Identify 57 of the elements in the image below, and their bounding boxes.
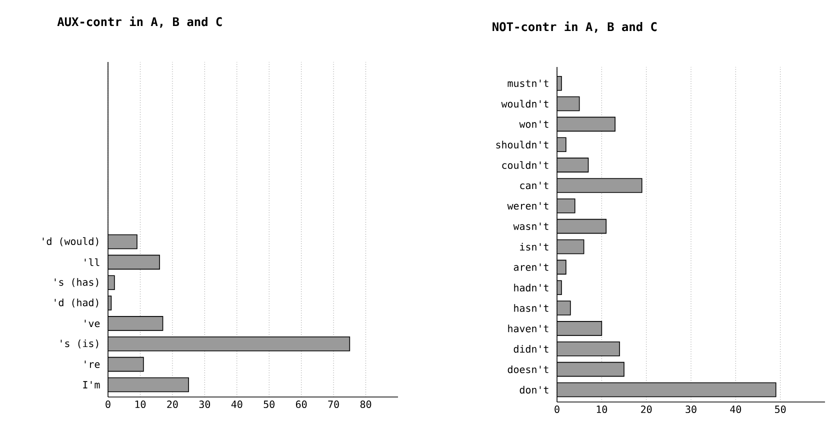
bar bbox=[557, 96, 580, 112]
x-tick-label: 50 bbox=[264, 400, 274, 408]
y-tick-label: wouldn't bbox=[501, 100, 548, 108]
bar bbox=[108, 377, 189, 392]
bar bbox=[557, 239, 584, 254]
chart-title: NOT-contr in A, B and C bbox=[492, 21, 657, 33]
bar bbox=[108, 254, 160, 270]
x-tick-label: 50 bbox=[775, 406, 786, 414]
x-tick-label: 40 bbox=[730, 406, 742, 414]
x-tick-label: 80 bbox=[360, 400, 372, 408]
y-tick-label: wasn't bbox=[513, 222, 548, 230]
bar bbox=[557, 382, 776, 398]
y-tick-label: I'm bbox=[83, 381, 100, 388]
bar bbox=[557, 218, 607, 234]
x-tick-label: 30 bbox=[686, 406, 696, 414]
y-tick-label: can't bbox=[520, 182, 548, 190]
x-tick-label: 20 bbox=[641, 406, 652, 414]
x-tick-label: 10 bbox=[596, 406, 608, 414]
y-tick-label: weren't bbox=[507, 202, 548, 210]
x-tick-label: 70 bbox=[328, 400, 339, 408]
y-tick-label: haven't bbox=[508, 324, 548, 332]
y-tick-label: couldn't bbox=[502, 161, 548, 169]
x-tick-label: 0 bbox=[106, 400, 110, 408]
bar bbox=[108, 356, 144, 372]
y-tick-label: isn't bbox=[520, 242, 548, 251]
x-tick-label: 60 bbox=[296, 400, 307, 408]
y-tick-label: hadn't bbox=[514, 284, 548, 292]
y-tick-label: 's (is) bbox=[60, 339, 98, 348]
bar bbox=[557, 116, 616, 132]
bar bbox=[557, 178, 642, 193]
bar bbox=[108, 316, 164, 331]
x-tick-label: 20 bbox=[167, 400, 178, 408]
y-tick-label: doesn't bbox=[508, 365, 548, 374]
y-tick-label: mustn't bbox=[508, 80, 548, 88]
y-tick-label: 'd (would) bbox=[42, 237, 98, 246]
y-tick-label: 've bbox=[84, 320, 100, 328]
bar bbox=[108, 336, 350, 352]
y-tick-label: 're bbox=[84, 360, 100, 368]
y-tick-label: won't bbox=[519, 120, 548, 128]
bar bbox=[557, 362, 624, 377]
chart-title: AUX-contr in A, B and C bbox=[57, 16, 222, 28]
y-tick-label: 'll bbox=[84, 258, 100, 266]
bar bbox=[557, 341, 620, 356]
x-tick-label: 10 bbox=[135, 400, 146, 408]
y-tick-label: 'd (had) bbox=[54, 298, 98, 308]
y-tick-label: hasn't bbox=[514, 304, 548, 312]
y-tick-label: shouldn't bbox=[496, 140, 548, 148]
x-tick-label: 0 bbox=[554, 406, 560, 414]
x-tick-label: 40 bbox=[231, 400, 242, 408]
y-tick-label: aren't bbox=[514, 263, 548, 271]
x-tick-label: 30 bbox=[199, 400, 210, 408]
bar bbox=[557, 158, 589, 172]
y-tick-label: didn't bbox=[514, 345, 548, 353]
bar bbox=[557, 321, 602, 336]
y-tick-label: 's (has) bbox=[54, 278, 98, 288]
y-tick-label: don't bbox=[520, 386, 548, 394]
bar bbox=[108, 234, 138, 250]
